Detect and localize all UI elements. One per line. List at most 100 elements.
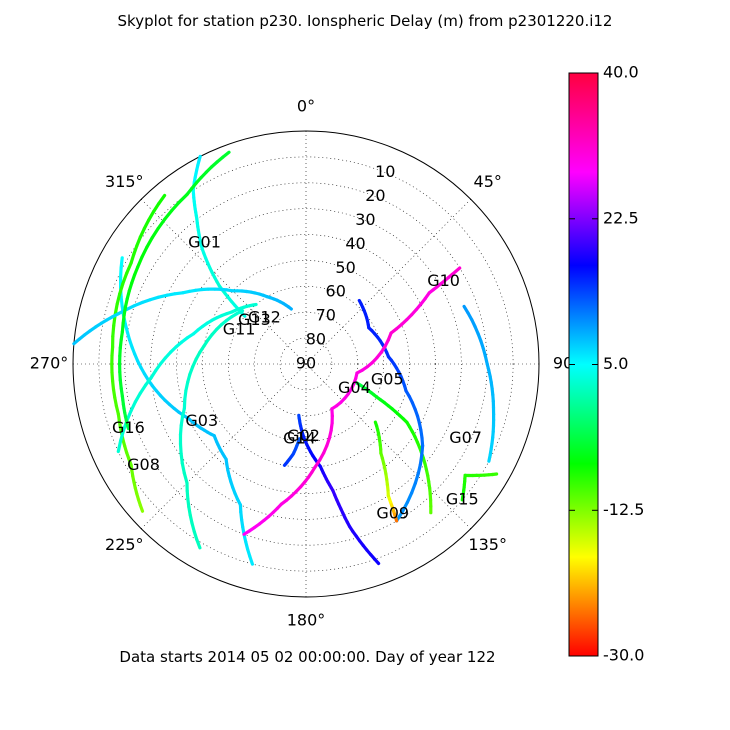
track-G04 (353, 380, 433, 515)
azimuth-tick-label: 0° (297, 97, 315, 116)
track-segment (410, 481, 417, 495)
track-segment (416, 462, 422, 476)
track-segment (179, 451, 184, 465)
colorbar-tick-label: 40.0 (603, 63, 639, 82)
track-segment (248, 554, 254, 566)
track-segment (180, 461, 186, 475)
elevation-tick-label: 90 (296, 354, 316, 373)
azimuth-spoke (305, 363, 471, 529)
colorbar-tick-label: 5.0 (603, 354, 628, 373)
satellite-label: G11 (223, 319, 256, 338)
track-segment (454, 266, 462, 273)
track-segment (140, 245, 149, 259)
colorbar-tick-label: -30.0 (603, 646, 644, 665)
track-segment (405, 491, 414, 504)
satellite-label: G07 (449, 428, 482, 447)
elevation-tick-label: 80 (306, 330, 326, 349)
satellite-label: G01 (188, 233, 221, 252)
track-G15 (460, 472, 499, 502)
track-segment (152, 201, 161, 214)
track-segment (235, 309, 245, 316)
track-segment (118, 266, 123, 280)
azimuth-tick-label: 90 (553, 354, 573, 373)
elevation-tick-label: 20 (365, 186, 385, 205)
track-G09 (373, 420, 399, 523)
track-G16 (117, 150, 231, 431)
elevation-tick-label: 50 (335, 258, 355, 277)
satellite-label: G13 (238, 310, 271, 329)
track-segment (251, 302, 258, 307)
azimuth-tick-label: 180° (287, 611, 326, 630)
azimuth-spoke (305, 199, 471, 365)
track-G08 (110, 193, 167, 513)
track-segment (145, 236, 154, 249)
track-segment (177, 192, 189, 204)
chart-title: Skyplot for station p230. Ionspheric Del… (117, 12, 613, 30)
track-segment (282, 462, 288, 467)
track-G14 (282, 437, 302, 467)
track-G13 (178, 309, 245, 550)
polar-grid (72, 130, 540, 598)
track-segment (373, 420, 379, 428)
track-segment (170, 200, 181, 213)
track-segment (373, 557, 381, 566)
satellite-label: G08 (127, 455, 160, 474)
colorbar: 40.0 22.5 5.0 -12.5 -30.0 (568, 63, 644, 665)
satellite-label: G02 (287, 426, 320, 445)
elevation-ring (253, 311, 359, 417)
elevation-ring (98, 156, 514, 572)
track-segment (118, 281, 125, 296)
satellite-label: G12 (248, 307, 281, 326)
track-G07 (462, 304, 496, 463)
satellite-label: G04 (338, 378, 371, 397)
track-segment (239, 311, 247, 318)
azimuth-tick-label: 315° (105, 172, 144, 191)
track-segment (156, 217, 167, 231)
track-segment (163, 209, 174, 221)
track-segment (287, 305, 293, 311)
track-segment (150, 226, 160, 240)
elevation-tick-label: 30 (355, 210, 375, 229)
track-G02 (297, 413, 381, 566)
track-segment (118, 428, 126, 443)
track-segment (138, 503, 145, 513)
track-segment (125, 423, 130, 431)
azimuth-spoke (141, 199, 307, 365)
track-segment (125, 261, 133, 275)
colorbar-ticks: 40.0 22.5 5.0 -12.5 -30.0 (569, 63, 644, 665)
track-segment (136, 255, 144, 269)
track-segment (460, 495, 465, 502)
azimuth-tick-label: 225° (105, 535, 144, 554)
azimuth-tick-label: 45° (474, 172, 502, 191)
azimuth-tick-label: 270° (30, 354, 69, 373)
satellite-label: G05 (371, 369, 404, 388)
track-segment (413, 472, 420, 485)
elevation-tick-label: 70 (316, 306, 336, 325)
elevation-ring (279, 337, 333, 391)
colorbar-tick-label: 22.5 (603, 208, 639, 227)
elevation-tick-label: 40 (345, 234, 365, 253)
track-segment (125, 409, 133, 422)
track-segment (113, 302, 119, 317)
elevation-ring (202, 260, 410, 468)
track-segment (116, 439, 123, 454)
satellite-label: G10 (427, 271, 460, 290)
track-segment (111, 324, 116, 338)
track-segment (119, 256, 124, 270)
track-segment (129, 400, 137, 413)
track-G12 (116, 302, 258, 454)
satellite-label: G16 (112, 418, 145, 437)
elevation-tick-label: 60 (326, 282, 346, 301)
elevation-ring (150, 208, 462, 520)
polar-axis-labels: 10 20 30 40 50 60 70 80 90 0° 45° 90 135° 180° 225° 270… (30, 97, 573, 630)
track-G11 (72, 287, 293, 346)
track-segment (182, 471, 189, 485)
track-segment (157, 193, 167, 205)
azimuth-tick-label: 135° (468, 535, 507, 554)
track-segment (121, 271, 129, 286)
track-segment (133, 391, 142, 404)
track-G10 (242, 266, 462, 536)
track-segment (487, 453, 492, 463)
